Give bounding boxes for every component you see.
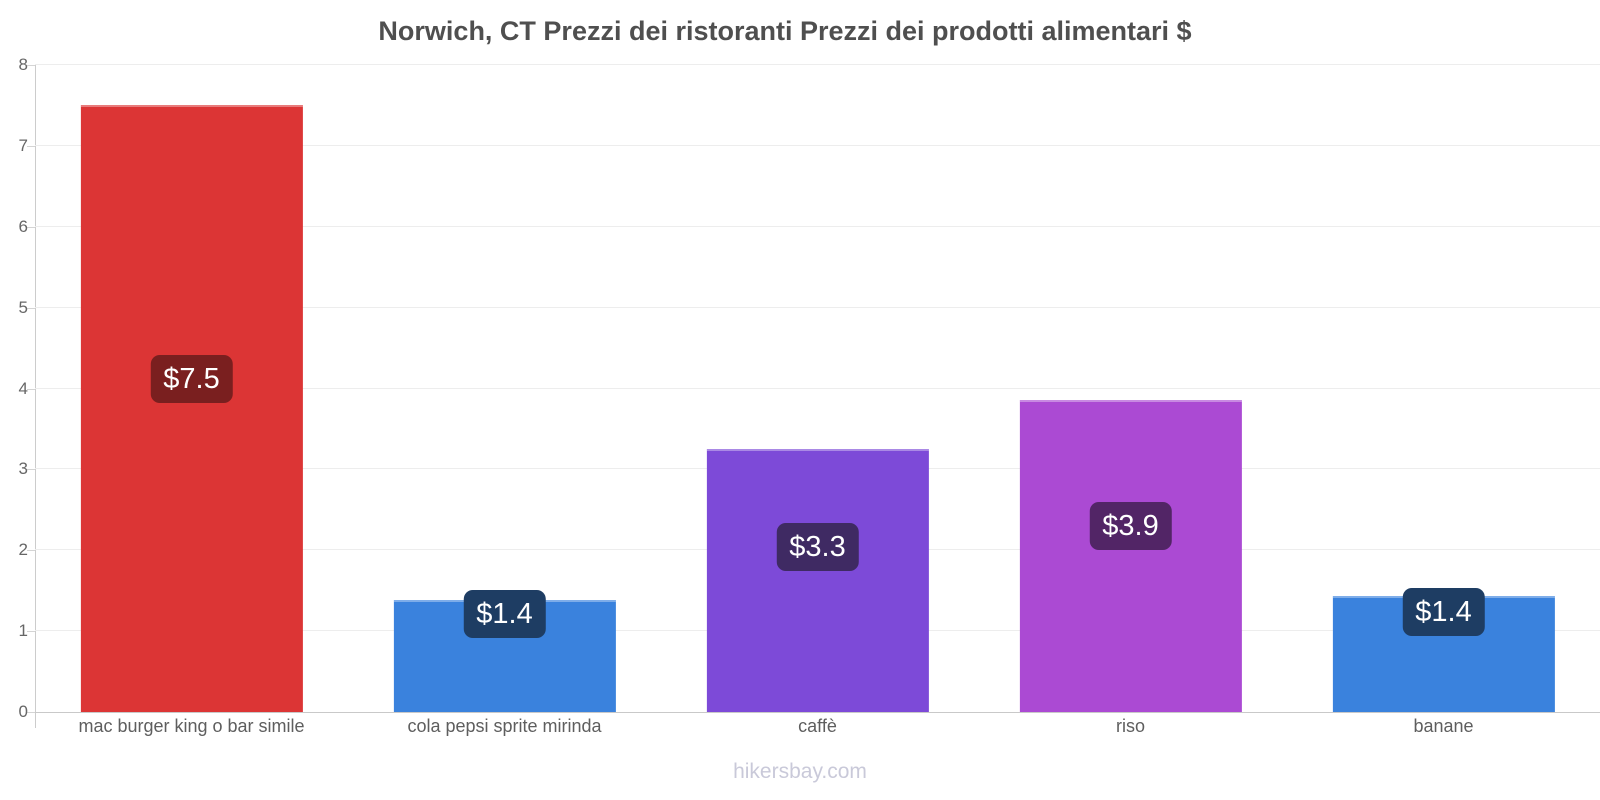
y-axis-tick — [27, 307, 35, 309]
chart-title: Norwich, CT Prezzi dei ristoranti Prezzi… — [378, 16, 1192, 46]
bars-group: $7.5 $1.4 $3.3 $3.9 $1.4 — [35, 65, 1600, 712]
y-tick-label: 8 — [18, 55, 28, 74]
value-badge: $1.4 — [1402, 588, 1485, 637]
gridline-y4 — [35, 387, 1600, 389]
y-tick-label: 2 — [18, 540, 28, 560]
y-axis-tick — [27, 631, 35, 633]
y-tick-label: 1 — [18, 621, 28, 641]
y-tick-label: 6 — [18, 216, 28, 236]
bar-3 — [706, 449, 929, 712]
y-axis-tick — [27, 550, 35, 552]
bar-1 — [80, 105, 303, 712]
y-axis-tick — [27, 226, 35, 228]
gridline-y6 — [35, 225, 1600, 227]
value-badge: $1.4 — [463, 590, 546, 639]
y-tick-label: 5 — [18, 297, 28, 317]
bar-4 — [1019, 399, 1242, 712]
category-label: banane — [1413, 716, 1474, 736]
bar-slot: $1.4 — [348, 65, 661, 712]
value-badge: $3.9 — [1089, 501, 1172, 550]
bar-slot: $1.4 — [1287, 65, 1600, 712]
watermark-text: hikersbay.com — [733, 760, 867, 783]
category-label: cola pepsi sprite mirinda — [407, 716, 602, 736]
y-axis-tick — [27, 712, 35, 713]
bar-slot: $7.5 — [35, 65, 348, 712]
bar-slot: $3.9 — [974, 65, 1287, 712]
gridline-y7 — [35, 144, 1600, 146]
value-badge: $3.3 — [776, 523, 859, 572]
y-axis-tick — [27, 145, 35, 147]
y-tick-label: 3 — [18, 459, 28, 479]
bar-slot: $3.3 — [661, 65, 974, 712]
y-axis-tick — [27, 388, 35, 390]
category-label: riso — [1115, 716, 1145, 736]
category-label: mac burger king o bar simile — [78, 716, 305, 736]
plot-area: $7.5 $1.4 $3.3 $3.9 $1.4 — [35, 64, 1600, 713]
y-axis-tick — [27, 65, 35, 66]
value-badge: $7.5 — [150, 355, 233, 404]
x-axis-labels: mac burger king o bar simile cola pepsi s… — [35, 716, 1600, 737]
y-tick-label: 4 — [18, 378, 28, 398]
y-axis-line — [35, 65, 36, 728]
gridline-y0 — [35, 712, 1600, 713]
y-tick-label: 7 — [18, 135, 28, 155]
gridline-y8 — [35, 64, 1600, 65]
y-tick-label: 0 — [18, 702, 28, 721]
category-label: caffè — [798, 716, 837, 736]
y-axis-tick — [27, 469, 35, 471]
gridline-y5 — [35, 306, 1600, 308]
